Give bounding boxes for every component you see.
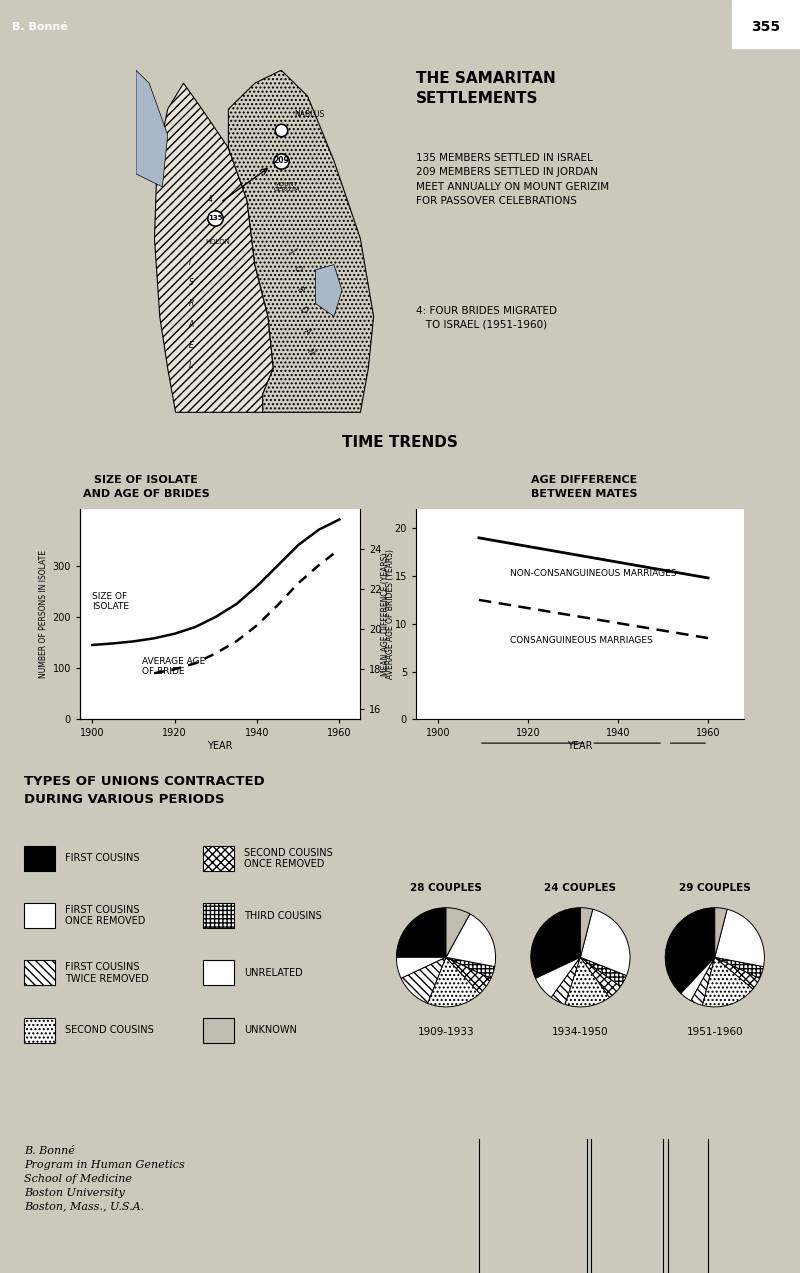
Text: NABLUS: NABLUS bbox=[294, 109, 325, 118]
Text: N: N bbox=[305, 346, 315, 358]
Y-axis label: NUMBER OF PERSONS IN ISOLATE: NUMBER OF PERSONS IN ISOLATE bbox=[39, 550, 48, 679]
Text: FIRST COUSINS: FIRST COUSINS bbox=[66, 853, 140, 863]
Text: 209: 209 bbox=[274, 157, 289, 165]
Text: SECOND COUSINS: SECOND COUSINS bbox=[66, 1025, 154, 1035]
Wedge shape bbox=[691, 957, 715, 1006]
X-axis label: YEAR: YEAR bbox=[567, 741, 593, 751]
Polygon shape bbox=[136, 70, 168, 187]
Text: SECOND COUSINS
ONCE REMOVED: SECOND COUSINS ONCE REMOVED bbox=[244, 848, 333, 869]
Wedge shape bbox=[446, 957, 494, 979]
Text: E: E bbox=[189, 341, 194, 350]
Text: THE SAMARITAN
SETTLEMENTS: THE SAMARITAN SETTLEMENTS bbox=[416, 71, 556, 106]
Text: CONSANGUINEOUS MARRIAGES: CONSANGUINEOUS MARRIAGES bbox=[510, 636, 653, 645]
Wedge shape bbox=[535, 957, 581, 998]
Polygon shape bbox=[154, 83, 274, 412]
Bar bbox=[203, 960, 234, 985]
Text: NON-CONSANGUINEOUS MARRIAGES: NON-CONSANGUINEOUS MARRIAGES bbox=[510, 569, 677, 578]
Wedge shape bbox=[715, 957, 760, 989]
Bar bbox=[203, 845, 234, 871]
Wedge shape bbox=[581, 957, 621, 998]
Y-axis label: MEAN AGE DIFFERENCE (YEARS): MEAN AGE DIFFERENCE (YEARS) bbox=[382, 552, 390, 676]
Text: THIRD COUSINS: THIRD COUSINS bbox=[244, 910, 322, 920]
Wedge shape bbox=[581, 957, 626, 987]
Title: 24 COUPLES: 24 COUPLES bbox=[545, 883, 617, 894]
Text: R: R bbox=[295, 285, 306, 295]
Bar bbox=[24, 960, 55, 985]
Y-axis label: AVERAGE AGE OF BRIDES (YEARS): AVERAGE AGE OF BRIDES (YEARS) bbox=[386, 549, 394, 680]
Wedge shape bbox=[446, 957, 491, 993]
Text: A: A bbox=[302, 326, 312, 336]
Text: UNKNOWN: UNKNOWN bbox=[244, 1025, 297, 1035]
Text: B. Bonné
Program in Human Genetics
School of Medicine
Boston University
Boston, : B. Bonné Program in Human Genetics Schoo… bbox=[24, 1146, 185, 1212]
Text: 1951-1960: 1951-1960 bbox=[686, 1027, 743, 1036]
Text: 1909-1933: 1909-1933 bbox=[418, 1027, 474, 1036]
Wedge shape bbox=[446, 914, 495, 966]
Text: UNRELATED: UNRELATED bbox=[244, 967, 303, 978]
Text: TYPES OF UNIONS CONTRACTED
DURING VARIOUS PERIODS: TYPES OF UNIONS CONTRACTED DURING VARIOU… bbox=[24, 775, 265, 806]
Text: D: D bbox=[298, 306, 309, 316]
Polygon shape bbox=[315, 265, 342, 317]
Text: 135 MEMBERS SETTLED IN ISRAEL
209 MEMBERS SETTLED IN JORDAN
MEET ANNUALLY ON MOU: 135 MEMBERS SETTLED IN ISRAEL 209 MEMBER… bbox=[416, 153, 609, 206]
Wedge shape bbox=[531, 908, 581, 979]
Wedge shape bbox=[715, 957, 763, 979]
Text: S: S bbox=[189, 279, 194, 288]
Text: R: R bbox=[189, 299, 194, 308]
Text: 4: FOUR BRIDES MIGRATED
   TO ISRAEL (1951-1960): 4: FOUR BRIDES MIGRATED TO ISRAEL (1951-… bbox=[416, 306, 557, 330]
Text: B. Bonné: B. Bonné bbox=[12, 22, 68, 32]
Wedge shape bbox=[715, 908, 727, 957]
Wedge shape bbox=[397, 957, 446, 979]
Wedge shape bbox=[428, 957, 480, 1007]
Text: 4: 4 bbox=[207, 195, 212, 204]
Text: A: A bbox=[189, 320, 194, 328]
Wedge shape bbox=[715, 909, 764, 966]
Text: 135: 135 bbox=[208, 215, 222, 222]
Text: 1934-1950: 1934-1950 bbox=[552, 1027, 609, 1036]
Wedge shape bbox=[401, 957, 446, 1003]
Wedge shape bbox=[581, 909, 630, 975]
Title: 29 COUPLES: 29 COUPLES bbox=[679, 883, 750, 894]
Text: TIME TRENDS: TIME TRENDS bbox=[342, 435, 458, 449]
Text: SIZE OF ISOLATE
AND AGE OF BRIDES: SIZE OF ISOLATE AND AGE OF BRIDES bbox=[83, 475, 210, 499]
Wedge shape bbox=[581, 908, 593, 957]
Text: FIRST COUSINS
TWICE REMOVED: FIRST COUSINS TWICE REMOVED bbox=[66, 962, 149, 984]
Text: I: I bbox=[189, 257, 191, 266]
Wedge shape bbox=[565, 957, 610, 1007]
Bar bbox=[203, 1018, 234, 1043]
Polygon shape bbox=[229, 70, 374, 412]
Wedge shape bbox=[446, 908, 470, 957]
Bar bbox=[24, 845, 55, 871]
Text: 355: 355 bbox=[751, 19, 780, 33]
Wedge shape bbox=[397, 908, 446, 957]
Bar bbox=[24, 904, 55, 928]
Text: L: L bbox=[189, 362, 193, 370]
Bar bbox=[732, 0, 800, 48]
Text: J: J bbox=[289, 246, 297, 253]
Wedge shape bbox=[551, 957, 581, 1004]
Text: HOLON: HOLON bbox=[206, 239, 230, 244]
X-axis label: YEAR: YEAR bbox=[207, 741, 233, 751]
Title: 28 COUPLES: 28 COUPLES bbox=[410, 883, 482, 894]
Text: FIRST COUSINS
ONCE REMOVED: FIRST COUSINS ONCE REMOVED bbox=[66, 905, 146, 927]
Text: AVERAGE AGE
OF BRIDE: AVERAGE AGE OF BRIDE bbox=[142, 657, 205, 676]
Text: AGE DIFFERENCE
BETWEEN MATES: AGE DIFFERENCE BETWEEN MATES bbox=[530, 475, 638, 499]
Wedge shape bbox=[666, 908, 715, 993]
Text: O: O bbox=[292, 264, 303, 275]
Wedge shape bbox=[681, 957, 715, 1001]
Bar bbox=[24, 1018, 55, 1043]
Text: SIZE OF
ISOLATE: SIZE OF ISOLATE bbox=[92, 592, 130, 611]
Bar bbox=[203, 904, 234, 928]
Text: MOUNT
GERIZIM: MOUNT GERIZIM bbox=[274, 182, 300, 192]
Wedge shape bbox=[702, 957, 753, 1007]
